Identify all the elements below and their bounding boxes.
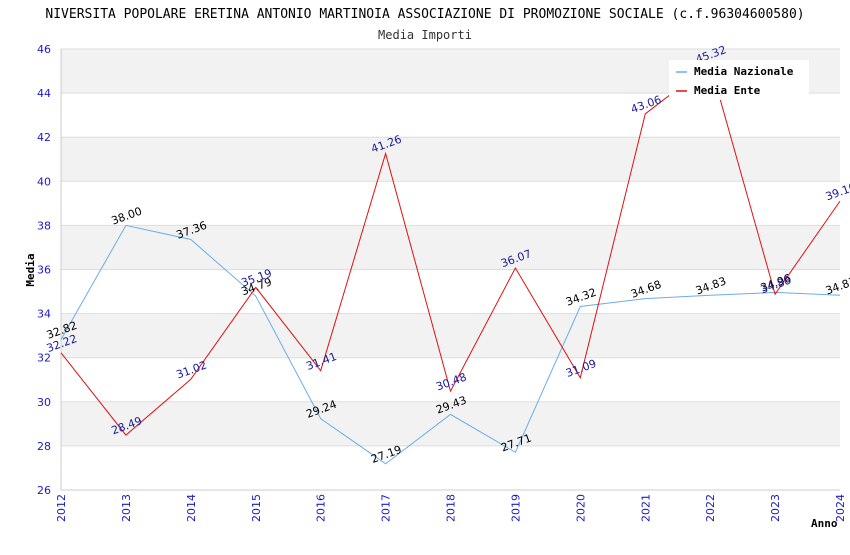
grid-lines	[61, 48, 840, 491]
data-label: 34.83	[694, 275, 728, 298]
legend-box	[669, 60, 809, 100]
plot-band	[61, 137, 840, 182]
y-tick-label: 36	[37, 264, 51, 277]
y-tick-label: 32	[37, 352, 51, 365]
x-tick-label: 2014	[185, 494, 198, 522]
y-tick-label: 38	[37, 219, 51, 232]
x-tick-label: 2024	[834, 494, 847, 522]
x-tick-label: 2021	[639, 494, 652, 522]
data-label: 43.06	[629, 93, 663, 116]
plot-bands	[61, 49, 840, 446]
x-tick-label: 2023	[769, 494, 782, 522]
chart-subtitle: Media Importi	[378, 28, 472, 42]
x-tick-label: 2018	[445, 494, 458, 522]
y-tick-label: 42	[37, 131, 51, 144]
legend-items: Media Nazionale Media Ente	[676, 65, 794, 97]
x-tick-label: 2022	[704, 494, 717, 522]
plot-band	[61, 401, 840, 446]
y-tick-label: 34	[37, 308, 51, 321]
y-tick-labels: 26 28 30 32 34 36 38 40 42 44 46	[37, 43, 51, 497]
plot-band	[61, 225, 840, 270]
axes	[60, 49, 840, 491]
data-label: 38.00	[110, 205, 144, 228]
x-tick-label: 2017	[380, 494, 393, 522]
data-label: 31.09	[564, 357, 598, 380]
y-tick-label: 30	[37, 396, 51, 409]
plot-band	[61, 313, 840, 358]
x-tick-label: 2015	[250, 494, 263, 522]
x-tick-label: 2019	[509, 494, 522, 522]
y-tick-label: 46	[37, 43, 51, 56]
y-tick-label: 40	[37, 175, 51, 188]
data-label: 34.83	[824, 275, 850, 298]
data-label: 27.19	[369, 443, 403, 466]
x-tick-label: 2013	[120, 494, 133, 522]
y-tick-label: 44	[37, 87, 51, 100]
legend-label: Media Ente	[694, 84, 761, 97]
x-tick-label: 2016	[315, 494, 328, 522]
chart-title: NIVERSITA POPOLARE ERETINA ANTONIO MARTI…	[45, 7, 804, 22]
data-label: 39.10	[824, 180, 850, 203]
legend-label: Media Nazionale	[694, 65, 794, 78]
y-tick-label: 28	[37, 440, 51, 453]
x-tick-label: 2020	[574, 494, 587, 522]
x-axis-label: Anno	[811, 517, 838, 530]
y-axis-label: Media	[24, 253, 37, 286]
y-tick-label: 26	[37, 484, 51, 497]
data-label: 34.68	[629, 278, 663, 301]
legend: Media Nazionale Media Ente	[669, 60, 809, 100]
x-tick-label: 2012	[55, 494, 68, 522]
series-line-0	[60, 224, 841, 465]
x-tick-labels: 2012 2013 2014 2015 2016 2017 2018 2019 2020 2021…	[55, 494, 847, 522]
